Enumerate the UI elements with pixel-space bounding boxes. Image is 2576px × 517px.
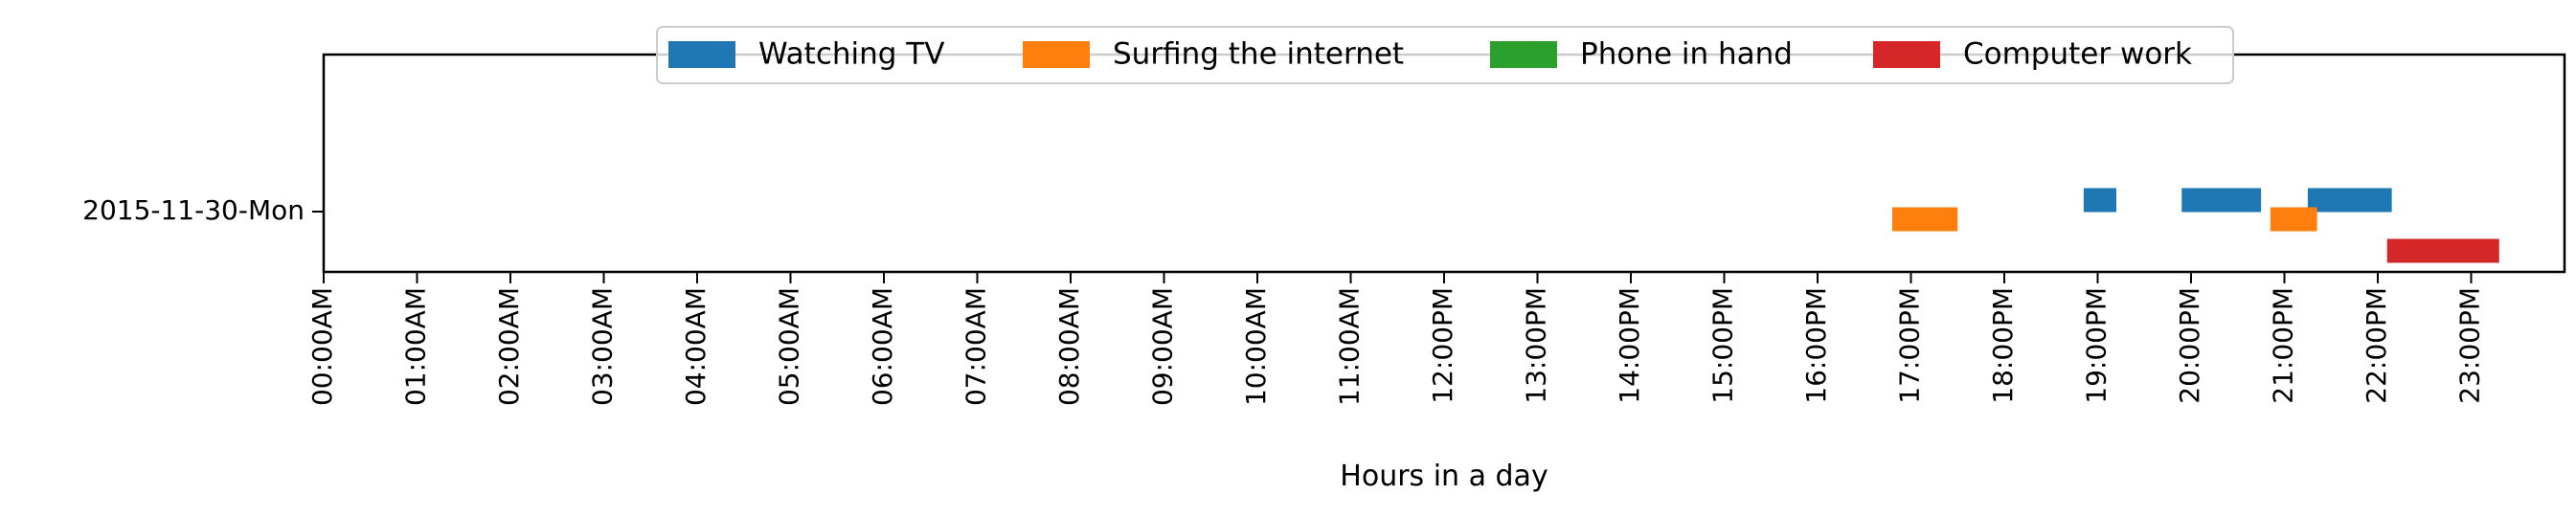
x-tick-label: 23:00PM	[2454, 287, 2486, 404]
x-tick-label: 06:00AM	[867, 287, 898, 406]
x-tick-label: 04:00AM	[680, 287, 712, 406]
legend-swatch	[1023, 41, 1090, 68]
x-tick-label: 10:00AM	[1240, 287, 1272, 406]
bar-watching-tv-2	[2181, 189, 2261, 213]
x-tick-label: 18:00PM	[1987, 287, 2019, 404]
x-tick-label: 17:00PM	[1894, 287, 1926, 404]
x-tick-label: 12:00PM	[1427, 287, 1458, 404]
x-axis: 00:00AM 01:00AM 02:00AM 03:00AM 04:00AM 05:00…	[306, 272, 2486, 406]
x-tick-label: 20:00PM	[2174, 287, 2205, 404]
legend-label: Watching TV	[758, 37, 944, 72]
x-tick-label: 16:00PM	[1800, 287, 1832, 404]
legend-label: Phone in hand	[1580, 37, 1793, 72]
x-axis-label: Hours in a day	[1340, 460, 1548, 493]
bar-surfing-the-internet-1	[1892, 208, 1957, 232]
x-tick-label: 02:00AM	[493, 287, 525, 406]
x-tick-label: 09:00AM	[1147, 287, 1179, 406]
legend-swatch	[1873, 41, 1940, 68]
bar-watching-tv-1	[2084, 189, 2116, 213]
x-tick-label: 14:00PM	[1614, 287, 1645, 404]
legend: Watching TV Surfing the internet Phone in …	[657, 27, 2233, 83]
x-tick-label: 07:00AM	[960, 287, 992, 406]
y-axis: 2015-11-30-Mon	[82, 194, 324, 226]
bar-computer-work-1	[2387, 239, 2499, 263]
x-tick-label: 05:00AM	[774, 287, 805, 406]
x-tick-label: 01:00AM	[400, 287, 432, 406]
x-tick-label: 21:00PM	[2268, 287, 2299, 404]
bar-surfing-the-internet-2	[2271, 208, 2317, 232]
bar-watching-tv-3	[2308, 189, 2392, 213]
x-tick-label: 08:00AM	[1053, 287, 1085, 406]
x-tick-label: 00:00AM	[306, 287, 338, 406]
x-tick-label: 13:00PM	[1521, 287, 1552, 404]
legend-label: Computer work	[1963, 37, 2192, 72]
x-tick-label: 03:00AM	[587, 287, 619, 406]
x-tick-label: 15:00PM	[1707, 287, 1739, 404]
plot-frame	[324, 55, 2565, 272]
x-tick-label: 22:00PM	[2361, 287, 2392, 404]
legend-swatch	[1490, 41, 1557, 68]
y-tick-label: 2015-11-30-Mon	[82, 194, 305, 226]
legend-swatch	[668, 41, 735, 68]
x-tick-label: 11:00AM	[1334, 287, 1366, 406]
bar-layer	[1892, 189, 2499, 263]
legend-label: Surfing the internet	[1113, 37, 1404, 72]
x-tick-label: 19:00PM	[2081, 287, 2113, 404]
